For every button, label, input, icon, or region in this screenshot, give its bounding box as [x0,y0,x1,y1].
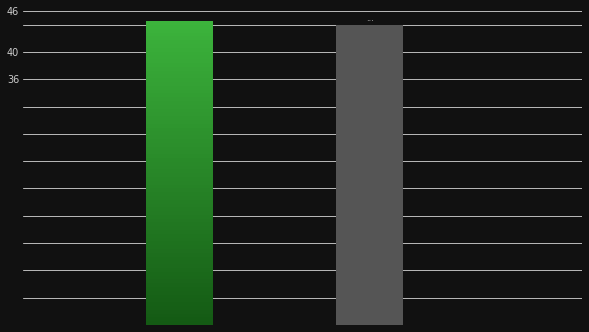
Bar [146,268,213,272]
Bar [146,150,213,154]
Bar [146,310,213,314]
Bar [146,306,213,310]
Bar [146,101,213,105]
Bar [146,181,213,185]
Bar [146,314,213,317]
Bar [146,291,213,295]
Bar [146,97,213,101]
Bar [146,276,213,280]
Bar [146,127,213,131]
Bar [146,112,213,116]
Bar [146,71,213,74]
Bar [146,280,213,283]
Bar [146,82,213,86]
Bar [146,287,213,291]
Bar [146,245,213,249]
Bar [146,154,213,158]
Bar [146,317,213,321]
Bar [146,234,213,238]
Bar [146,177,213,181]
Bar [146,321,213,325]
Bar [146,21,213,25]
Bar [146,105,213,109]
Bar [146,173,213,177]
Bar [146,63,213,67]
Bar [146,169,213,173]
Bar [146,67,213,71]
Bar [146,192,213,196]
Bar [146,219,213,222]
Bar [146,230,213,234]
Bar [146,302,213,306]
Bar [146,146,213,150]
Bar [146,253,213,257]
Bar [146,40,213,44]
Bar [146,226,213,230]
Bar [146,298,213,302]
Bar [146,204,213,207]
Bar [146,215,213,219]
Bar [146,78,213,82]
Bar [146,116,213,120]
Bar [146,166,213,169]
Bar [146,86,213,90]
Bar [146,264,213,268]
Bar [146,109,213,112]
Bar [146,143,213,146]
Bar [146,48,213,51]
Bar [146,29,213,33]
Bar [146,188,213,192]
Bar [146,295,213,298]
Bar [146,74,213,78]
Bar [146,55,213,59]
Bar [146,249,213,253]
Bar [146,139,213,143]
Bar [146,25,213,29]
Bar [146,196,213,200]
Bar [146,90,213,93]
Bar [146,33,213,37]
Bar [146,200,213,204]
Bar [146,162,213,166]
Bar [146,211,213,215]
Bar [146,222,213,226]
Bar [146,51,213,55]
Text: ...: ... [366,14,373,23]
Bar [146,131,213,135]
Bar [146,185,213,188]
Bar [146,93,213,97]
Bar [146,120,213,124]
Bar [146,238,213,241]
Bar [146,207,213,211]
Bar [336,25,403,325]
Bar [146,37,213,40]
Bar [146,241,213,245]
Bar [146,44,213,48]
Bar [146,135,213,139]
Bar [146,124,213,127]
Bar [146,257,213,261]
Bar [146,158,213,162]
Bar [146,272,213,276]
Bar [146,261,213,264]
Bar [146,283,213,287]
Bar [146,59,213,63]
